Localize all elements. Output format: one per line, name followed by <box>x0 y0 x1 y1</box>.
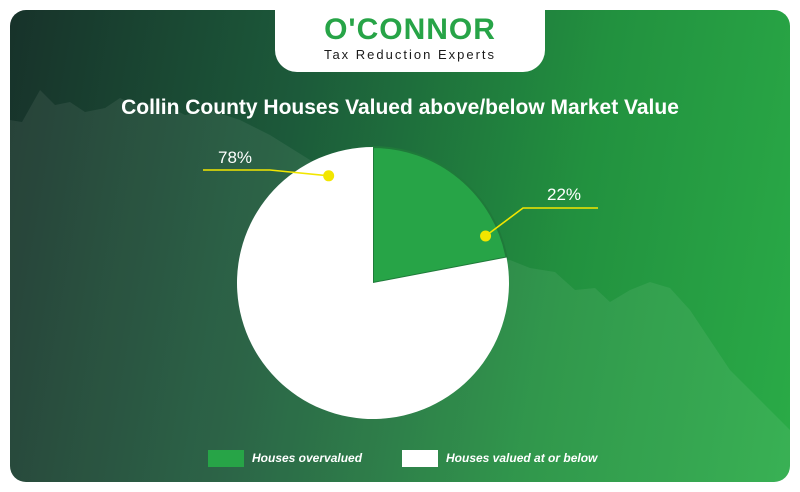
pie-slice-overvalued <box>372 145 508 285</box>
pie-slice-at-or-below <box>236 147 509 419</box>
logo-wordmark: O'CONNOR <box>324 13 496 46</box>
callout-line-overvalued <box>485 207 598 237</box>
legend-swatch-at-or-below <box>402 449 438 467</box>
callout-line-at-or-below <box>203 169 329 177</box>
legend-label-at-or-below: Houses valued at or below <box>446 451 598 465</box>
data-label-overvalued: 22% <box>547 185 581 204</box>
chart-title: Collin County Houses Valued above/below … <box>121 96 679 119</box>
callout-dot-at-or-below <box>323 170 335 182</box>
chart-legend: Houses overvalued Houses valued at or be… <box>10 448 790 468</box>
legend-swatch-overvalued <box>208 449 244 467</box>
legend-item-overvalued: Houses overvalued <box>208 448 362 468</box>
logo-tagline: Tax Reduction Experts <box>323 47 497 62</box>
infographic-card: O'CONNOR Tax Reduction Experts Collin Co… <box>10 10 790 482</box>
legend-item-at-or-below: Houses valued at or below <box>402 448 597 468</box>
callout-dot-overvalued <box>480 230 492 242</box>
data-label-at-or-below: 78% <box>218 148 252 167</box>
pie-chart: 22% 78% <box>203 145 598 419</box>
logo: O'CONNOR Tax Reduction Experts <box>275 10 545 72</box>
legend-label-overvalued: Houses overvalued <box>252 451 363 465</box>
